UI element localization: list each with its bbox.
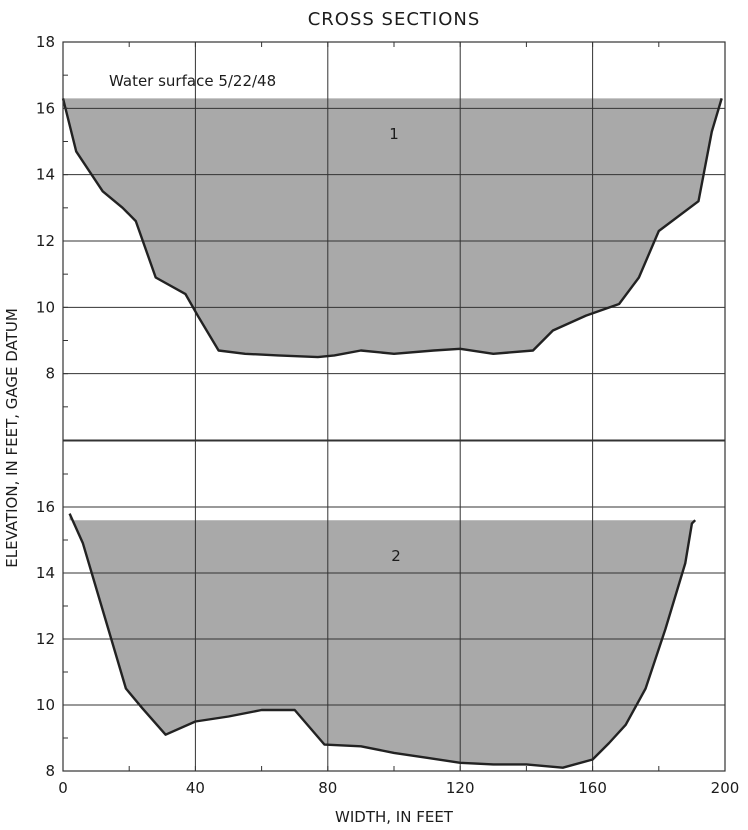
cross-section-outline-2 <box>68 513 697 769</box>
y-tick-label: 14 <box>36 564 55 582</box>
x-axis-label: WIDTH, IN FEET <box>335 808 454 826</box>
plot-area: 8 10 12 14 16 18 1 Water surface 5/22/48 8 10 12 14… <box>36 33 739 797</box>
x-tick-label: 80 <box>318 779 337 797</box>
x-tick-label: 40 <box>186 779 205 797</box>
section-label-1: 1 <box>389 125 399 143</box>
y-tick-label: 10 <box>36 298 55 316</box>
y-tick-label: 10 <box>36 696 55 714</box>
cross-section-area-2 <box>69 513 696 768</box>
x-tick-label: 120 <box>446 779 475 797</box>
section-label-2: 2 <box>391 547 401 565</box>
y-tick-label: 12 <box>36 232 55 250</box>
cross-section-area-1 <box>63 98 722 358</box>
y-tick-label: 8 <box>45 762 55 780</box>
x-tick-label: 0 <box>58 779 68 797</box>
water-surface-annotation: Water surface 5/22/48 <box>109 72 276 90</box>
x-tick-label: 160 <box>578 779 607 797</box>
panel-1: 8 10 12 14 16 18 1 Water surface 5/22/48 <box>36 33 725 441</box>
y-tick-label: 16 <box>36 99 55 117</box>
chart-title: CROSS SECTIONS <box>308 9 481 30</box>
y-axis-label: ELEVATION, IN FEET, GAGE DATUM <box>3 308 21 568</box>
panel-2: 8 10 12 14 16 2 <box>36 440 725 780</box>
x-tick-label: 200 <box>711 779 740 797</box>
y-tick-label: 14 <box>36 166 55 184</box>
y-tick-label: 16 <box>36 498 55 516</box>
y-tick-label: 12 <box>36 630 55 648</box>
cross-section-outline-1 <box>61 98 723 359</box>
y-tick-label: 8 <box>45 365 55 383</box>
y-tick-label: 18 <box>36 33 55 51</box>
